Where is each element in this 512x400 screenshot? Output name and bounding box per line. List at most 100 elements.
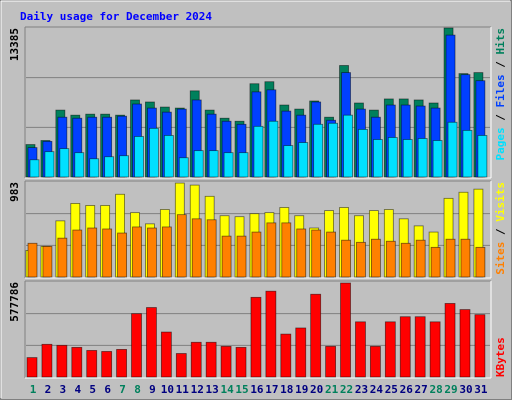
- bar: [223, 152, 234, 178]
- bar: [160, 331, 172, 378]
- x-tick-label: 20: [310, 383, 323, 396]
- legend-entry: KBytes: [494, 337, 507, 377]
- bar: [340, 282, 351, 378]
- legend-separator: /: [494, 108, 507, 128]
- bar: [191, 218, 202, 278]
- x-tick-label: 24: [370, 383, 384, 396]
- bar: [178, 157, 189, 178]
- bar: [235, 346, 247, 378]
- bar: [208, 150, 219, 178]
- bar: [356, 241, 366, 278]
- bar: [281, 222, 292, 278]
- bar: [117, 232, 127, 278]
- x-tick-label: 12: [191, 383, 204, 396]
- bar: [265, 290, 277, 378]
- x-tick-label: 7: [119, 383, 126, 396]
- bar: [74, 152, 85, 178]
- bar: [295, 327, 307, 378]
- bar: [205, 341, 217, 378]
- x-tick-label: 23: [355, 383, 368, 396]
- bar: [385, 240, 396, 278]
- bar: [86, 350, 98, 378]
- bar: [87, 227, 98, 278]
- legend-separator: /: [494, 222, 507, 242]
- bar: [460, 238, 471, 278]
- bar: [41, 343, 53, 378]
- legend-separator: /: [494, 55, 507, 75]
- x-tick-label: 9: [149, 383, 156, 396]
- x-tick-label: 10: [161, 383, 174, 396]
- bar: [131, 313, 142, 378]
- chart-title: Daily usage for December 2024: [20, 10, 212, 23]
- bar: [326, 231, 337, 278]
- x-tick-label: 4: [74, 383, 81, 396]
- y-tick-label: 983: [8, 182, 21, 202]
- x-tick-label: 16: [250, 383, 264, 396]
- bar: [71, 346, 83, 378]
- x-tick-label: 21: [325, 383, 339, 396]
- bar: [462, 129, 473, 178]
- bar: [311, 229, 322, 278]
- bar: [475, 246, 486, 278]
- bar: [206, 219, 217, 278]
- x-tick-label: 2: [45, 383, 52, 396]
- bar: [387, 137, 398, 178]
- y-tick-label: 13385: [8, 28, 21, 61]
- bar: [447, 121, 458, 178]
- legend-entry: Files: [494, 74, 507, 107]
- bar: [477, 135, 488, 178]
- bar: [251, 231, 262, 278]
- bar: [280, 333, 292, 378]
- x-tick-label: 13: [206, 383, 219, 396]
- bar: [415, 239, 426, 278]
- bar: [370, 238, 381, 278]
- bar: [89, 158, 100, 178]
- bar: [175, 353, 187, 378]
- legend: Pages / Files / Hits: [494, 28, 507, 161]
- x-tick-label: 14: [220, 383, 234, 396]
- bar: [372, 139, 383, 178]
- bar: [147, 227, 157, 278]
- bar: [414, 316, 426, 378]
- x-tick-label: 30: [459, 383, 472, 396]
- bar: [119, 155, 129, 178]
- bar: [399, 316, 411, 378]
- bar: [56, 344, 68, 378]
- legend-entry: Sites: [494, 242, 507, 275]
- bar: [149, 127, 159, 178]
- bar: [176, 214, 187, 278]
- bar: [268, 120, 279, 178]
- legend: Sites / Visits: [494, 182, 507, 275]
- x-tick-label: 31: [474, 383, 488, 396]
- bar: [238, 152, 249, 178]
- bar: [402, 139, 413, 178]
- y-tick-label: 577786: [8, 282, 21, 322]
- bar: [193, 150, 204, 178]
- x-tick-label: 19: [295, 383, 308, 396]
- bar: [161, 226, 172, 278]
- bar: [283, 145, 294, 178]
- bar: [444, 303, 456, 378]
- bar: [101, 351, 113, 378]
- x-tick-label: 29: [444, 383, 457, 396]
- bar: [298, 142, 309, 178]
- bar: [190, 341, 202, 378]
- bar: [29, 159, 40, 178]
- bar: [429, 321, 441, 378]
- legend-entry: Hits: [494, 28, 507, 55]
- bar: [430, 246, 441, 278]
- x-tick-label: 1: [30, 383, 37, 396]
- x-tick-label: 22: [340, 383, 353, 396]
- bar: [474, 314, 486, 378]
- x-tick-label: 27: [415, 383, 428, 396]
- x-tick-label: 18: [280, 383, 293, 396]
- bar: [355, 321, 366, 378]
- bar: [72, 229, 83, 278]
- x-tick-label: 26: [400, 383, 414, 396]
- x-tick-label: 3: [60, 383, 67, 396]
- bar: [417, 138, 428, 178]
- bar: [459, 309, 471, 378]
- bar: [104, 156, 115, 178]
- bar: [44, 151, 55, 178]
